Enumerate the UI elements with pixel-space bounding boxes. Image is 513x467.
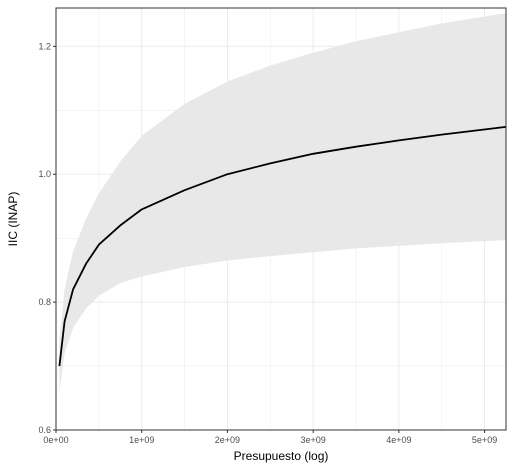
line-layer xyxy=(58,126,507,367)
x-tick-label: 2e+09 xyxy=(215,435,240,445)
x-axis-title: Presupuesto (log) xyxy=(234,449,329,463)
x-tick-label: 3e+09 xyxy=(301,435,326,445)
y-tick-label: 0.8 xyxy=(38,297,51,307)
y-tick-label: 0.6 xyxy=(38,425,51,435)
ticks-layer: 0e+00 1e+09 2e+09 3e+09 4e+09 5e+09 0.6 0.8 1.0 1… xyxy=(38,41,497,445)
y-axis-title: IIC (INAP) xyxy=(6,192,20,247)
panel-border xyxy=(55,7,507,431)
ribbon-layer xyxy=(59,13,507,392)
y-tick-label: 1.0 xyxy=(38,169,51,179)
y-tick-label: 1.2 xyxy=(38,41,51,51)
fit-line xyxy=(58,126,507,367)
x-tick-label: 1e+09 xyxy=(129,435,154,445)
x-tick-label: 4e+09 xyxy=(386,435,411,445)
x-tick-label: 5e+09 xyxy=(472,435,497,445)
confidence-ribbon xyxy=(59,13,507,392)
x-tick-label: 0e+00 xyxy=(43,435,68,445)
